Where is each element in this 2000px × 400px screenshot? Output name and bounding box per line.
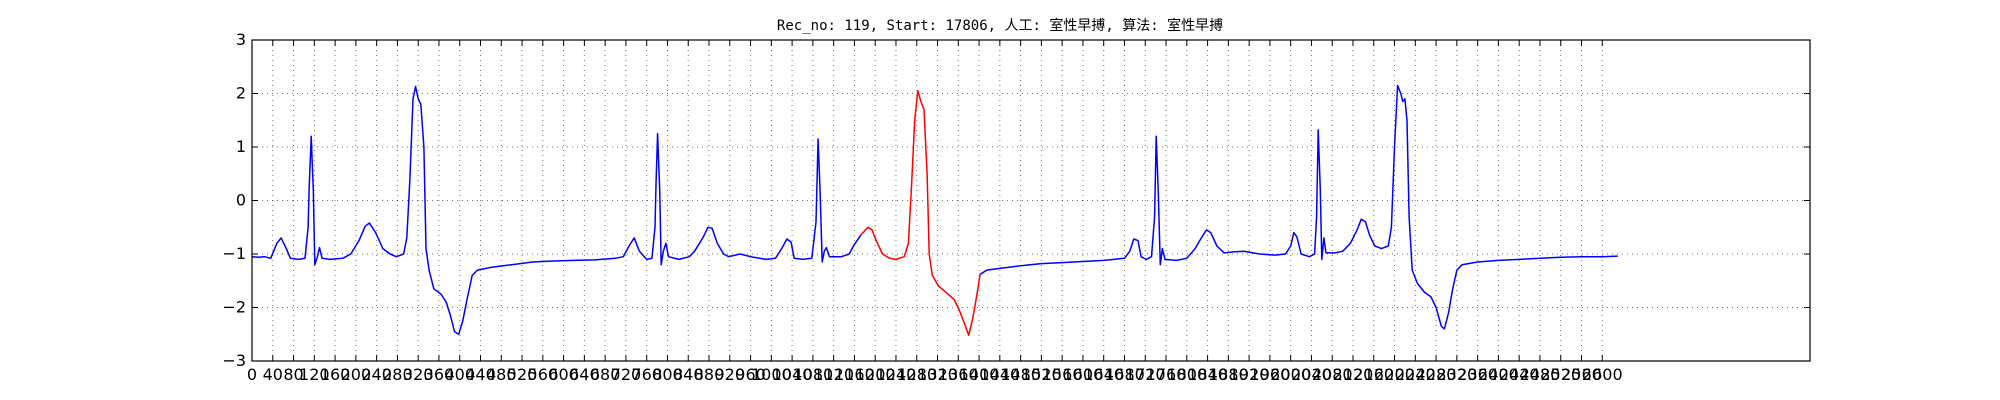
grid	[251, 39, 1810, 362]
x-tick-label: 1360	[938, 365, 979, 384]
y-tick-label: −1	[222, 244, 246, 263]
x-tick-label: 280	[382, 365, 413, 384]
chart-title: Rec_no: 119, Start: 17806, 人工: 室性早搏, 算法:…	[777, 17, 1223, 34]
x-tick-label: 2480	[1520, 365, 1561, 384]
x-tick-label: 1240	[876, 365, 917, 384]
x-tick-label: 2400	[1478, 365, 1519, 384]
x-tick-label: 960	[735, 365, 766, 384]
x-tick-label: 360	[424, 365, 455, 384]
x-tick-label: 2360	[1457, 365, 1498, 384]
series-line	[251, 85, 862, 336]
x-tick-label: 440	[465, 365, 496, 384]
x-tick-label: 80	[283, 365, 303, 384]
x-tick-label: 1840	[1187, 365, 1228, 384]
x-tick-label: 1400	[959, 365, 1000, 384]
x-tick-label: 1560	[1042, 365, 1083, 384]
x-tick-label: 1000	[751, 365, 792, 384]
x-tick-label: 1720	[1125, 365, 1166, 384]
x-tick-label: 1640	[1083, 365, 1124, 384]
x-tick-label: 2080	[1312, 365, 1353, 384]
x-tick-label: 1600	[1063, 365, 1104, 384]
x-tick-label: 2120	[1333, 365, 1374, 384]
x-tick-label: 760	[631, 365, 662, 384]
y-axis-tick-labels: −3 −2 −1 0 1 2 3	[222, 30, 246, 370]
series-layer	[251, 84, 1618, 337]
x-tick-label: 880	[694, 365, 725, 384]
x-tick-label: 40	[263, 365, 283, 384]
x-tick-label: 2320	[1436, 365, 1477, 384]
x-tick-label: 1880	[1208, 365, 1249, 384]
x-tick-label: 920	[715, 365, 746, 384]
x-tick-label: 1440	[979, 365, 1020, 384]
x-tick-label: 320	[403, 365, 434, 384]
x-tick-label: 1480	[1000, 365, 1041, 384]
x-tick-label: 240	[361, 365, 392, 384]
x-tick-label: 720	[611, 365, 642, 384]
x-tick-label: 1120	[813, 365, 854, 384]
y-tick-label: 3	[236, 30, 246, 49]
x-tick-label: 0	[247, 365, 257, 384]
x-tick-label: 1280	[896, 365, 937, 384]
x-axis-tick-labels: 0 40 8012016020024028032036040044048052056…	[247, 365, 1623, 384]
x-tick-label: 2000	[1270, 365, 1311, 384]
x-tick-label: 2440	[1499, 365, 1540, 384]
x-tick-label: 1520	[1021, 365, 1062, 384]
x-tick-label: 2160	[1353, 365, 1394, 384]
x-tick-label: 2600	[1582, 365, 1623, 384]
x-tick-label: 1160	[834, 365, 875, 384]
axis-ticks	[251, 39, 1810, 362]
x-tick-label: 1960	[1250, 365, 1291, 384]
x-tick-label: 400	[444, 365, 475, 384]
x-tick-label: 800	[652, 365, 683, 384]
x-tick-label: 480	[486, 365, 517, 384]
series-line	[979, 84, 1618, 330]
x-tick-label: 160	[320, 365, 351, 384]
x-tick-label: 2200	[1374, 365, 1415, 384]
series-line	[860, 90, 981, 337]
x-tick-label: 560	[528, 365, 559, 384]
x-tick-label: 2240	[1395, 365, 1436, 384]
x-tick-label: 520	[507, 365, 538, 384]
y-tick-label: −3	[222, 351, 246, 370]
x-tick-label: 1200	[855, 365, 896, 384]
x-tick-label: 1320	[917, 365, 958, 384]
y-tick-label: −2	[222, 298, 246, 317]
x-tick-label: 2560	[1561, 365, 1602, 384]
y-tick-label: 0	[236, 191, 246, 210]
x-tick-label: 1080	[793, 365, 834, 384]
x-tick-label: 640	[569, 365, 600, 384]
x-tick-label: 1800	[1166, 365, 1207, 384]
x-tick-label: 200	[341, 365, 372, 384]
y-tick-label: 1	[236, 137, 246, 156]
x-tick-label: 2520	[1540, 365, 1581, 384]
x-tick-label: 2280	[1416, 365, 1457, 384]
x-tick-label: 600	[548, 365, 579, 384]
x-tick-label: 1760	[1146, 365, 1187, 384]
x-tick-label: 120	[299, 365, 330, 384]
x-tick-label: 2040	[1291, 365, 1332, 384]
x-tick-label: 1920	[1229, 365, 1270, 384]
plot-area-frame	[251, 39, 1811, 362]
x-tick-label: 840	[673, 365, 704, 384]
x-tick-label: 1040	[772, 365, 813, 384]
y-tick-label: 2	[236, 84, 246, 103]
x-tick-label: 1680	[1104, 365, 1145, 384]
x-tick-label: 680	[590, 365, 621, 384]
